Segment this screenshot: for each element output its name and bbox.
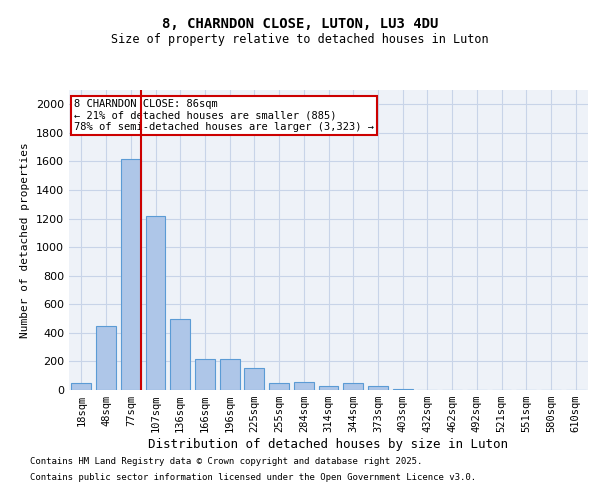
Y-axis label: Number of detached properties: Number of detached properties [20, 142, 31, 338]
Text: Size of property relative to detached houses in Luton: Size of property relative to detached ho… [111, 32, 489, 46]
Bar [269, 383, 289, 390]
Bar [368, 386, 388, 390]
Bar [343, 383, 363, 390]
X-axis label: Distribution of detached houses by size in Luton: Distribution of detached houses by size … [149, 438, 509, 451]
Text: Contains public sector information licensed under the Open Government Licence v3: Contains public sector information licen… [30, 472, 476, 482]
Bar [220, 360, 239, 390]
Bar [195, 360, 215, 390]
Text: 8, CHARNDON CLOSE, LUTON, LU3 4DU: 8, CHARNDON CLOSE, LUTON, LU3 4DU [162, 18, 438, 32]
Bar [319, 386, 338, 390]
Text: Contains HM Land Registry data © Crown copyright and database right 2025.: Contains HM Land Registry data © Crown c… [30, 458, 422, 466]
Bar [170, 318, 190, 390]
Bar [146, 216, 166, 390]
Text: 8 CHARNDON CLOSE: 86sqm
← 21% of detached houses are smaller (885)
78% of semi-d: 8 CHARNDON CLOSE: 86sqm ← 21% of detache… [74, 99, 374, 132]
Bar [244, 368, 264, 390]
Bar [294, 382, 314, 390]
Bar [96, 326, 116, 390]
Bar [121, 158, 140, 390]
Bar [71, 383, 91, 390]
